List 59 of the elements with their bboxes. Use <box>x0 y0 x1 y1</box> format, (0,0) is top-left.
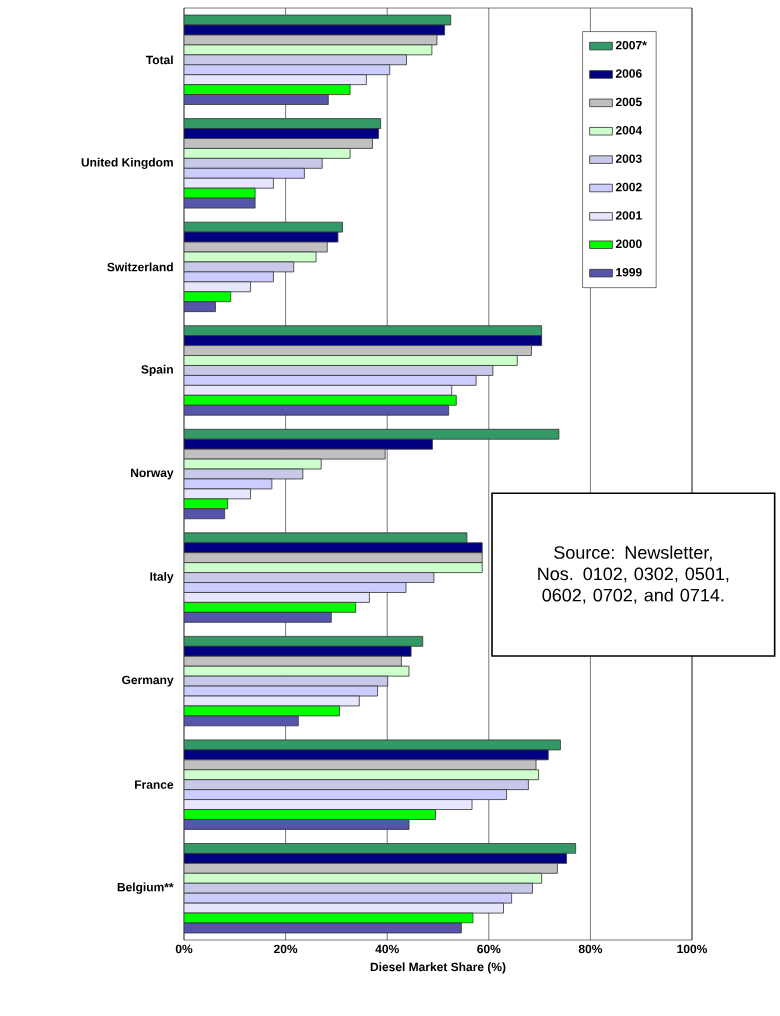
bar <box>184 655 402 667</box>
x-tick-label: 60% <box>477 944 501 954</box>
legend-label: 2007* <box>615 40 647 50</box>
bar <box>184 355 518 366</box>
bar <box>184 759 537 771</box>
y-tick-label: Italy <box>150 571 174 584</box>
bar <box>184 789 507 800</box>
x-tick-label: 80% <box>578 944 603 954</box>
bar <box>184 157 323 169</box>
bar <box>184 532 468 544</box>
y-tick-label: United Kingdom <box>81 157 173 169</box>
bar <box>184 819 410 830</box>
bar <box>184 64 391 76</box>
legend-label: 1999 <box>616 267 642 277</box>
y-tick-label: Spain <box>141 364 173 377</box>
x-tick-label: 0% <box>175 944 193 954</box>
bar <box>184 428 560 440</box>
bar <box>184 94 329 105</box>
bar <box>184 345 532 356</box>
x-tick-label: 100% <box>677 944 708 954</box>
legend-label: 2004 <box>615 126 643 135</box>
bar <box>184 809 436 820</box>
bar <box>184 404 450 416</box>
y-tick-label: Belgium** <box>117 882 174 894</box>
bar <box>184 572 435 583</box>
bar <box>184 769 539 781</box>
y-tick-label: Germany <box>122 675 174 687</box>
bar <box>184 375 477 386</box>
bar <box>184 54 407 66</box>
y-tick-label: Switzerland <box>107 262 173 272</box>
bar <box>184 552 483 564</box>
x-tick-label: 20% <box>274 944 298 954</box>
x-axis-title: Diesel Market Share (%) <box>370 962 506 974</box>
bar <box>184 882 533 894</box>
bar <box>184 562 483 573</box>
bar <box>184 779 529 791</box>
bar <box>184 872 543 884</box>
y-tick-label: France <box>135 780 174 789</box>
bar <box>184 365 494 376</box>
x-tick-label: 40% <box>375 944 399 954</box>
annotation: Source: Newsletter, Nos. 0102, 0302, 0501, 0602, 0702, and 0714. <box>538 545 729 604</box>
bar <box>184 325 543 337</box>
bar <box>184 862 558 874</box>
y-tick-label: Total <box>145 55 173 65</box>
bar <box>184 394 457 406</box>
bar <box>184 118 381 129</box>
bar <box>184 635 424 647</box>
bar <box>184 611 332 623</box>
bar <box>184 602 357 613</box>
legend-label: 2001 <box>615 211 642 220</box>
bar <box>184 843 577 854</box>
y-tick-label: Norway <box>131 468 174 480</box>
bar <box>184 582 407 593</box>
legend-label: 2003 <box>615 154 642 163</box>
legend-label: 2006 <box>615 69 642 78</box>
bar <box>184 138 373 149</box>
legend-label: 2000 <box>615 239 642 249</box>
legend-label: 2002 <box>615 182 642 192</box>
legend-label: 2005 <box>615 97 642 107</box>
